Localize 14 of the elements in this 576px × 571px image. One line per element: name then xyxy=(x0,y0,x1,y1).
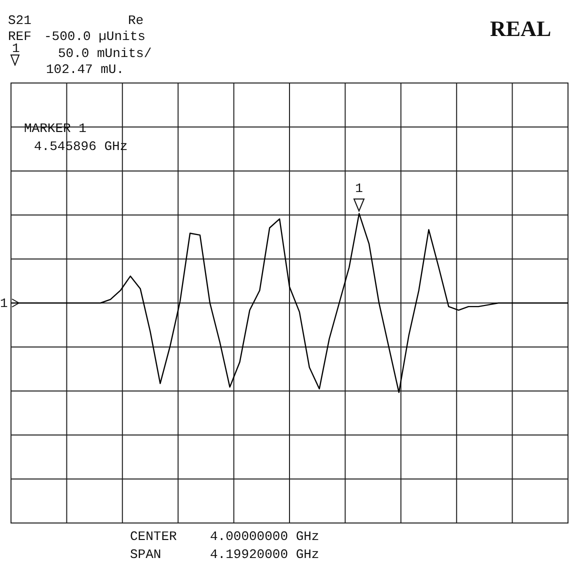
text: 102.47 mU. xyxy=(46,62,124,77)
text: REAL xyxy=(490,16,552,41)
text: REF xyxy=(8,29,32,44)
text: S21 xyxy=(8,13,32,28)
text: 1 xyxy=(12,41,20,56)
text: 50.0 mUnits/ xyxy=(58,46,152,61)
text: 4.00000000 GHz xyxy=(210,529,320,544)
text: SPAN xyxy=(130,547,162,562)
text: 1 xyxy=(0,296,8,311)
text: CENTER xyxy=(130,529,177,544)
text: 4.19920000 GHz xyxy=(210,547,320,562)
text: Re xyxy=(128,13,144,28)
text: -500.0 µUnits xyxy=(44,29,146,44)
text: 1 xyxy=(355,180,363,196)
